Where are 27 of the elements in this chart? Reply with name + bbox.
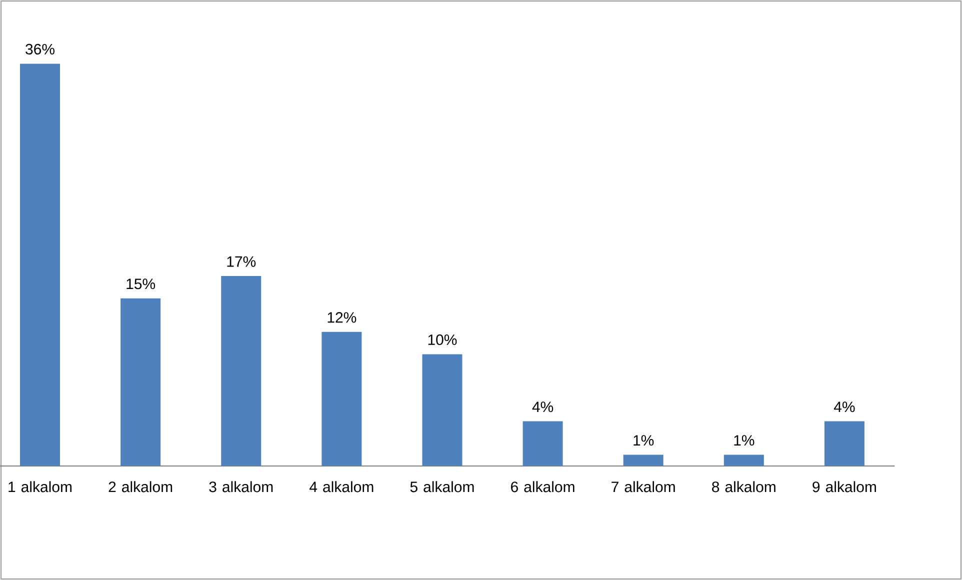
x-tick-label: 2 alkalom [108, 481, 172, 492]
data-label: 17% [227, 256, 256, 267]
data-label: 1% [634, 435, 654, 446]
x-tick-label: 9 alkalom [812, 481, 876, 492]
x-tick-label: 7 alkalom [612, 481, 675, 492]
bar [322, 332, 362, 466]
x-tick-label: 4 alkalom [310, 481, 374, 492]
x-tick-label: 6 alkalom [511, 481, 574, 492]
bar [724, 454, 764, 466]
data-label: 36% [26, 44, 54, 54]
x-tick-label: 1 alkalom [8, 481, 72, 492]
data-label: 15% [126, 278, 156, 290]
data-label: 1% [734, 435, 754, 446]
bar [422, 354, 462, 466]
x-tick-label: 8 alkalom [712, 481, 776, 492]
data-label: 12% [328, 312, 356, 323]
data-label: 10% [428, 334, 457, 346]
bar [20, 64, 60, 466]
data-label: 4% [532, 402, 554, 412]
bar [221, 276, 262, 466]
x-tick-label: 3 alkalom [209, 481, 273, 492]
bar [120, 298, 161, 466]
bar [522, 421, 563, 466]
data-label: 4% [834, 402, 855, 412]
bar [623, 454, 664, 466]
bar [824, 421, 864, 466]
x-tick-label: 5 alkalom [410, 481, 474, 492]
